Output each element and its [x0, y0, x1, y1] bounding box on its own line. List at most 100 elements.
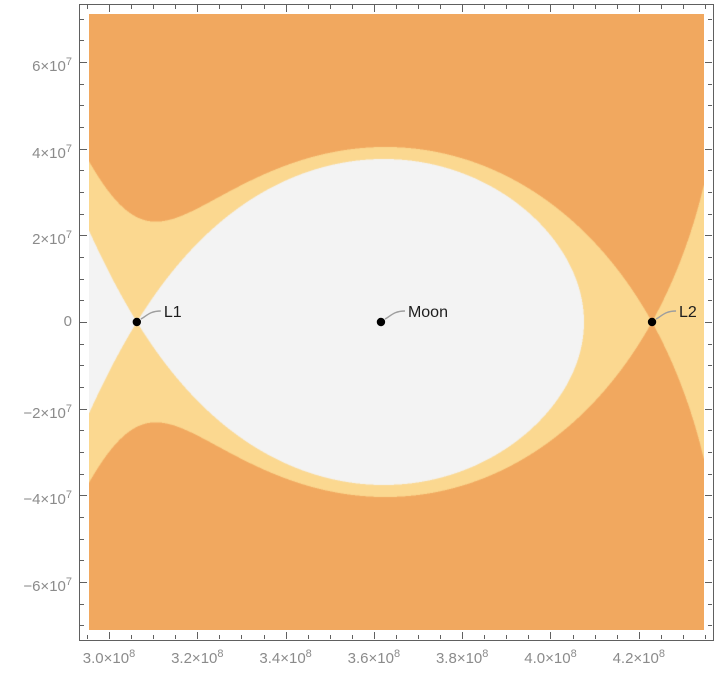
point-label-l1: L1: [164, 304, 182, 321]
x-tick: [330, 5, 331, 9]
x-tick: [308, 5, 309, 9]
x-tick: [264, 635, 265, 639]
y-tick: [80, 214, 84, 215]
y-tick: [80, 257, 84, 258]
x-tick: [87, 5, 88, 9]
x-tick: [219, 5, 220, 9]
y-tick: [708, 279, 712, 280]
x-tick: [352, 5, 353, 9]
y-tick: [80, 409, 87, 410]
y-tick: [708, 257, 712, 258]
x-tick: [617, 5, 618, 9]
y-tick: [80, 539, 84, 540]
x-tick-label: 3.4×108: [259, 648, 312, 667]
y-tick: [705, 62, 712, 63]
y-tick: [80, 495, 87, 496]
x-tick: [264, 5, 265, 9]
y-tick: [708, 560, 712, 561]
y-tick-label: −4×107: [23, 489, 72, 509]
x-tick: [241, 635, 242, 639]
y-tick-label: −2×107: [23, 402, 72, 422]
y-tick: [705, 322, 712, 323]
y-tick: [80, 387, 84, 388]
x-tick: [197, 5, 198, 12]
y-tick: [708, 127, 712, 128]
x-tick-label: 3.2×108: [171, 648, 224, 667]
y-tick: [708, 19, 712, 20]
x-tick: [219, 635, 220, 639]
x-tick: [109, 5, 110, 12]
y-tick: [705, 149, 712, 150]
x-tick-label: 3.0×108: [82, 648, 136, 667]
y-tick: [708, 170, 712, 171]
x-tick: [661, 635, 662, 639]
point-marker-moon: [376, 317, 386, 327]
x-tick: [595, 635, 596, 639]
x-tick: [396, 635, 397, 639]
y-tick: [708, 604, 712, 605]
x-tick-label: 3.6×108: [347, 648, 401, 667]
y-tick: [708, 84, 712, 85]
x-tick: [683, 635, 684, 639]
x-tick: [528, 635, 529, 639]
x-tick: [109, 632, 110, 639]
x-tick: [506, 5, 507, 9]
point-marker-l1: [132, 317, 142, 327]
x-tick: [374, 5, 375, 12]
y-tick: [708, 430, 712, 431]
y-tick: [708, 452, 712, 453]
x-tick: [462, 5, 463, 12]
x-tick: [330, 635, 331, 639]
y-tick: [705, 409, 712, 410]
y-tick: [705, 495, 712, 496]
x-tick: [639, 5, 640, 12]
y-tick: [80, 127, 84, 128]
y-tick: [708, 625, 712, 626]
x-tick: [87, 635, 88, 639]
y-tick: [80, 452, 84, 453]
x-tick: [308, 635, 309, 639]
y-tick: [80, 474, 84, 475]
y-tick: [708, 539, 712, 540]
y-tick: [708, 192, 712, 193]
x-tick: [462, 632, 463, 639]
y-tick-label: 0: [63, 313, 72, 330]
x-tick: [550, 632, 551, 639]
x-tick: [705, 5, 706, 9]
y-tick: [80, 279, 84, 280]
y-tick: [80, 300, 84, 301]
x-tick: [705, 635, 706, 639]
x-tick: [528, 5, 529, 9]
x-tick: [573, 5, 574, 9]
callout-leader-line-l2: [655, 310, 677, 320]
y-tick: [80, 430, 84, 431]
y-tick: [80, 170, 84, 171]
y-tick: [708, 365, 712, 366]
y-tick: [708, 387, 712, 388]
point-label-moon: Moon: [408, 304, 448, 321]
y-tick: [80, 344, 84, 345]
y-tick: [80, 84, 84, 85]
y-tick: [80, 62, 87, 63]
y-tick: [705, 235, 712, 236]
x-tick: [639, 632, 640, 639]
y-tick: [80, 625, 84, 626]
x-tick-label: 4.2×108: [612, 648, 665, 667]
region-plot-canvas: [89, 14, 704, 630]
x-tick: [661, 5, 662, 9]
x-tick: [153, 5, 154, 9]
point-label-l2: L2: [679, 304, 697, 321]
x-tick: [418, 5, 419, 9]
y-tick: [708, 474, 712, 475]
plot-frame: [79, 4, 714, 641]
y-tick-label: −6×107: [23, 576, 72, 596]
y-tick: [708, 344, 712, 345]
x-tick: [131, 635, 132, 639]
y-tick: [708, 517, 712, 518]
y-tick: [708, 300, 712, 301]
y-tick: [80, 560, 84, 561]
y-tick: [80, 604, 84, 605]
y-tick: [80, 192, 84, 193]
